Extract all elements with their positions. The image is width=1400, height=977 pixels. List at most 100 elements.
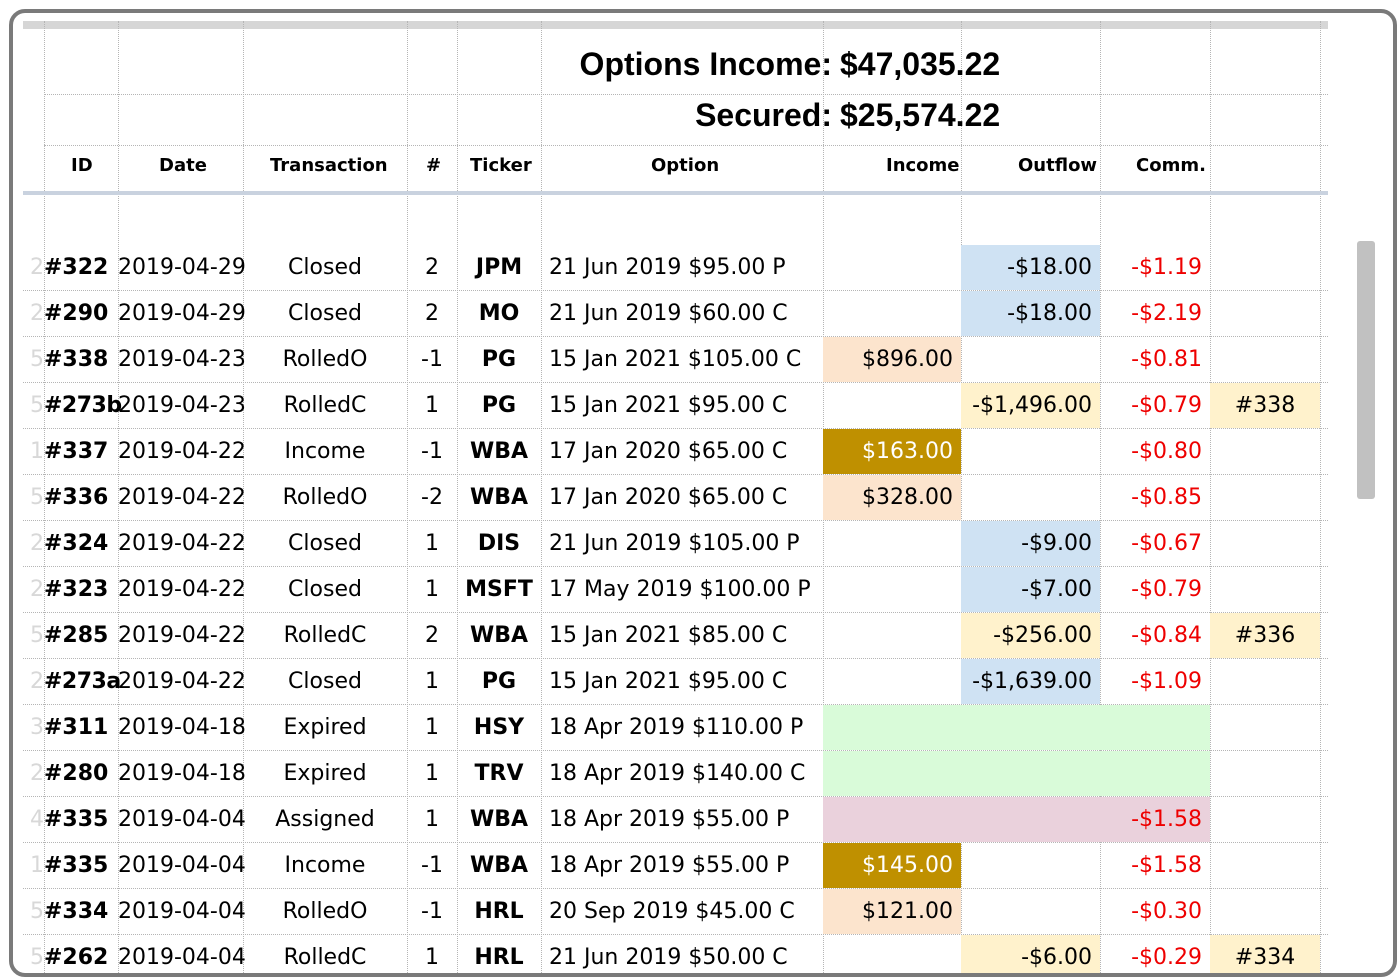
table-row[interactable]: 1 #335 2019-04-04 Income -1 WBA 18 Apr 2019 $5… (23, 843, 1328, 889)
cell-ticker[interactable]: PG (481, 669, 517, 694)
cell-transaction[interactable]: Assigned (275, 807, 375, 832)
cell-income[interactable]: $163.00 (823, 429, 961, 474)
cell-quantity[interactable]: 1 (425, 715, 439, 740)
header-option[interactable]: Option (651, 155, 720, 176)
cell-transaction[interactable]: RolledC (283, 393, 367, 418)
cell-outflow[interactable]: -$1,639.00 (961, 659, 1100, 704)
cell-outflow[interactable]: -$18.00 (961, 245, 1100, 290)
header-id[interactable]: ID (71, 155, 93, 176)
cell-quantity[interactable]: -1 (421, 347, 443, 372)
cell-ticker[interactable]: PG (481, 393, 517, 418)
cell-quantity[interactable]: 1 (425, 807, 439, 832)
cell-linked-id[interactable] (1210, 659, 1320, 704)
cell-linked-id[interactable]: #334 (1210, 935, 1320, 973)
cell-quantity[interactable]: -2 (421, 485, 443, 510)
cell-date[interactable]: 2019-04-22 (118, 485, 246, 510)
cell-income[interactable] (823, 291, 961, 336)
cell-quantity[interactable]: -1 (421, 439, 443, 464)
cell-commission[interactable]: -$0.29 (1131, 945, 1202, 970)
cell-ticker[interactable]: WBA (469, 807, 529, 832)
cell-option[interactable]: 18 Apr 2019 $110.00 P (549, 715, 804, 740)
cell-outflow[interactable] (961, 843, 1100, 888)
cell-quantity[interactable]: -1 (421, 899, 443, 924)
header-income[interactable]: Income (886, 155, 960, 176)
cell-outflow[interactable]: -$6.00 (961, 935, 1100, 973)
cell-option[interactable]: 20 Sep 2019 $45.00 C (549, 899, 795, 924)
cell-outflow[interactable]: -$256.00 (961, 613, 1100, 658)
cell-transaction[interactable]: RolledO (282, 485, 368, 510)
cell-id[interactable]: #338 (44, 347, 109, 372)
cell-date[interactable]: 2019-04-18 (118, 715, 246, 740)
cell-id[interactable]: #334 (44, 899, 109, 924)
header-date[interactable]: Date (159, 155, 207, 176)
cell-commission[interactable]: -$0.84 (1131, 623, 1202, 648)
cell-income[interactable] (823, 521, 961, 566)
cell-income[interactable] (823, 751, 961, 796)
cell-transaction[interactable]: Closed (288, 531, 362, 556)
cell-outflow[interactable] (961, 751, 1100, 796)
table-row[interactable]: 3 #311 2019-04-18 Expired 1 HSY 18 Apr 2019 $1… (23, 705, 1328, 751)
table-row[interactable]: 5 #262 2019-04-04 RolledC 1 HRL 21 Jun 2019 $5… (23, 935, 1328, 973)
cell-linked-id[interactable] (1210, 797, 1320, 842)
cell-date[interactable]: 2019-04-22 (118, 439, 246, 464)
cell-id[interactable]: #323 (44, 577, 109, 602)
cell-commission[interactable]: -$0.79 (1131, 393, 1202, 418)
cell-ticker[interactable]: MO (478, 301, 520, 326)
options-income-value[interactable]: $47,035.22 (840, 46, 1001, 82)
cell-date[interactable]: 2019-04-22 (118, 669, 246, 694)
cell-transaction[interactable]: Income (284, 439, 366, 464)
cell-id[interactable]: #322 (44, 255, 109, 280)
header-transaction[interactable]: Transaction (270, 155, 388, 176)
cell-id[interactable]: #324 (44, 531, 109, 556)
cell-date[interactable]: 2019-04-29 (118, 301, 246, 326)
secured-value[interactable]: $25,574.22 (840, 97, 1001, 133)
cell-transaction[interactable]: RolledO (282, 899, 368, 924)
cell-id[interactable]: #290 (44, 301, 109, 326)
cell-quantity[interactable]: 1 (425, 531, 439, 556)
cell-date[interactable]: 2019-04-22 (118, 577, 246, 602)
cell-option[interactable]: 21 Jun 2019 $60.00 C (549, 301, 788, 326)
cell-linked-id[interactable] (1210, 475, 1320, 520)
cell-quantity[interactable]: -1 (421, 853, 443, 878)
cell-id[interactable]: #337 (44, 439, 109, 464)
cell-ticker[interactable]: WBA (469, 623, 529, 648)
cell-id[interactable]: #336 (44, 485, 109, 510)
cell-outflow[interactable] (961, 337, 1100, 382)
cell-date[interactable]: 2019-04-04 (118, 807, 246, 832)
table-row[interactable]: 4 #335 2019-04-04 Assigned 1 WBA 18 Apr 2019 $… (23, 797, 1328, 843)
cell-id[interactable]: #285 (44, 623, 109, 648)
cell-commission[interactable]: -$0.67 (1131, 531, 1202, 556)
cell-id[interactable]: #335 (44, 807, 109, 832)
cell-option[interactable]: 15 Jan 2021 $95.00 C (549, 393, 788, 418)
cell-income[interactable] (823, 613, 961, 658)
cell-linked-id[interactable] (1210, 337, 1320, 382)
cell-quantity[interactable]: 2 (425, 255, 439, 280)
cell-income[interactable]: $145.00 (823, 843, 961, 888)
cell-option[interactable]: 15 Jan 2021 $95.00 C (549, 669, 788, 694)
cell-id[interactable]: #335 (44, 853, 109, 878)
cell-option[interactable]: 17 Jan 2020 $65.00 C (549, 485, 788, 510)
cell-income[interactable] (823, 797, 961, 842)
cell-commission[interactable]: -$0.79 (1131, 577, 1202, 602)
header-outflow[interactable]: Outflow (1018, 155, 1098, 176)
cell-linked-id[interactable] (1210, 751, 1320, 796)
cell-id[interactable]: #280 (44, 761, 109, 786)
cell-transaction[interactable]: Expired (283, 715, 367, 740)
cell-option[interactable]: 21 Jun 2019 $95.00 P (549, 255, 786, 280)
cell-ticker[interactable]: TRV (474, 761, 524, 786)
cell-ticker[interactable]: DIS (477, 531, 521, 556)
cell-transaction[interactable]: Closed (288, 255, 362, 280)
cell-commission[interactable]: -$1.09 (1131, 669, 1202, 694)
cell-income[interactable] (823, 659, 961, 704)
cell-quantity[interactable]: 2 (425, 623, 439, 648)
cell-ticker[interactable]: JPM (475, 255, 523, 280)
table-row[interactable]: 1 #337 2019-04-22 Income -1 WBA 17 Jan 2020 $6… (23, 429, 1328, 475)
header-quantity[interactable]: # (426, 155, 442, 176)
cell-transaction[interactable]: Expired (283, 761, 367, 786)
cell-quantity[interactable]: 1 (425, 393, 439, 418)
cell-commission[interactable]: -$1.58 (1131, 853, 1202, 878)
cell-outflow[interactable] (961, 429, 1100, 474)
cell-transaction[interactable]: Income (284, 853, 366, 878)
table-row[interactable]: 2 #280 2019-04-18 Expired 1 TRV 18 Apr 2019 $1… (23, 751, 1328, 797)
cell-outflow[interactable]: -$18.00 (961, 291, 1100, 336)
